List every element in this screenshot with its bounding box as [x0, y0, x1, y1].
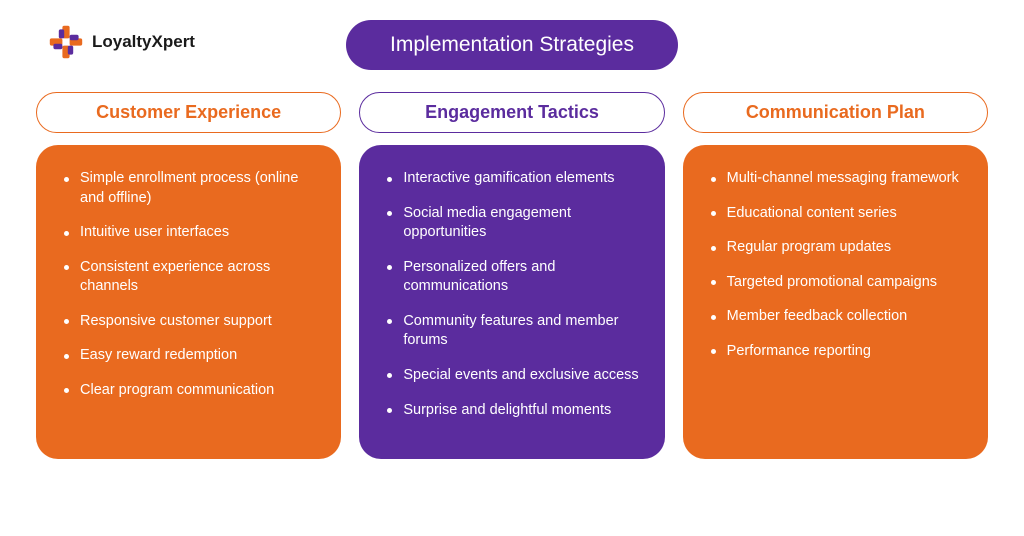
brand-logo: LoyaltyXpert [48, 24, 195, 60]
list-item: Special events and exclusive access [387, 366, 644, 386]
list-item: Member feedback collection [711, 307, 968, 327]
columns-container: Customer Experience Simple enrollment pr… [36, 92, 988, 459]
column-header: Customer Experience [36, 92, 341, 133]
list-item: Easy reward redemption [64, 346, 321, 366]
bullet-list: Simple enrollment process (online and of… [64, 169, 321, 401]
column-engagement-tactics: Engagement Tactics Interactive gamificat… [359, 92, 664, 459]
brand-name: LoyaltyXpert [92, 32, 195, 52]
list-item: Community features and member forums [387, 312, 644, 351]
list-item: Personalized offers and communications [387, 258, 644, 297]
list-item: Social media engagement opportunities [387, 204, 644, 243]
header-row: LoyaltyXpert Implementation Strategies [36, 20, 988, 70]
list-item: Targeted promotional campaigns [711, 273, 968, 293]
column-header: Engagement Tactics [359, 92, 664, 133]
list-item: Consistent experience across channels [64, 258, 321, 297]
bullet-list: Multi-channel messaging framework Educat… [711, 169, 968, 361]
brand-logo-icon [48, 24, 84, 60]
list-item: Intuitive user interfaces [64, 223, 321, 243]
column-body: Multi-channel messaging framework Educat… [683, 145, 988, 459]
list-item: Surprise and delightful moments [387, 401, 644, 421]
column-body: Simple enrollment process (online and of… [36, 145, 341, 459]
list-item: Interactive gamification elements [387, 169, 644, 189]
bullet-list: Interactive gamification elements Social… [387, 169, 644, 420]
column-customer-experience: Customer Experience Simple enrollment pr… [36, 92, 341, 459]
list-item: Multi-channel messaging framework [711, 169, 968, 189]
list-item: Regular program updates [711, 238, 968, 258]
column-body: Interactive gamification elements Social… [359, 145, 664, 459]
column-header: Communication Plan [683, 92, 988, 133]
column-communication-plan: Communication Plan Multi-channel messagi… [683, 92, 988, 459]
list-item: Educational content series [711, 204, 968, 224]
list-item: Responsive customer support [64, 312, 321, 332]
page-title: Implementation Strategies [346, 20, 678, 70]
list-item: Performance reporting [711, 342, 968, 362]
list-item: Simple enrollment process (online and of… [64, 169, 321, 208]
list-item: Clear program communication [64, 381, 321, 401]
